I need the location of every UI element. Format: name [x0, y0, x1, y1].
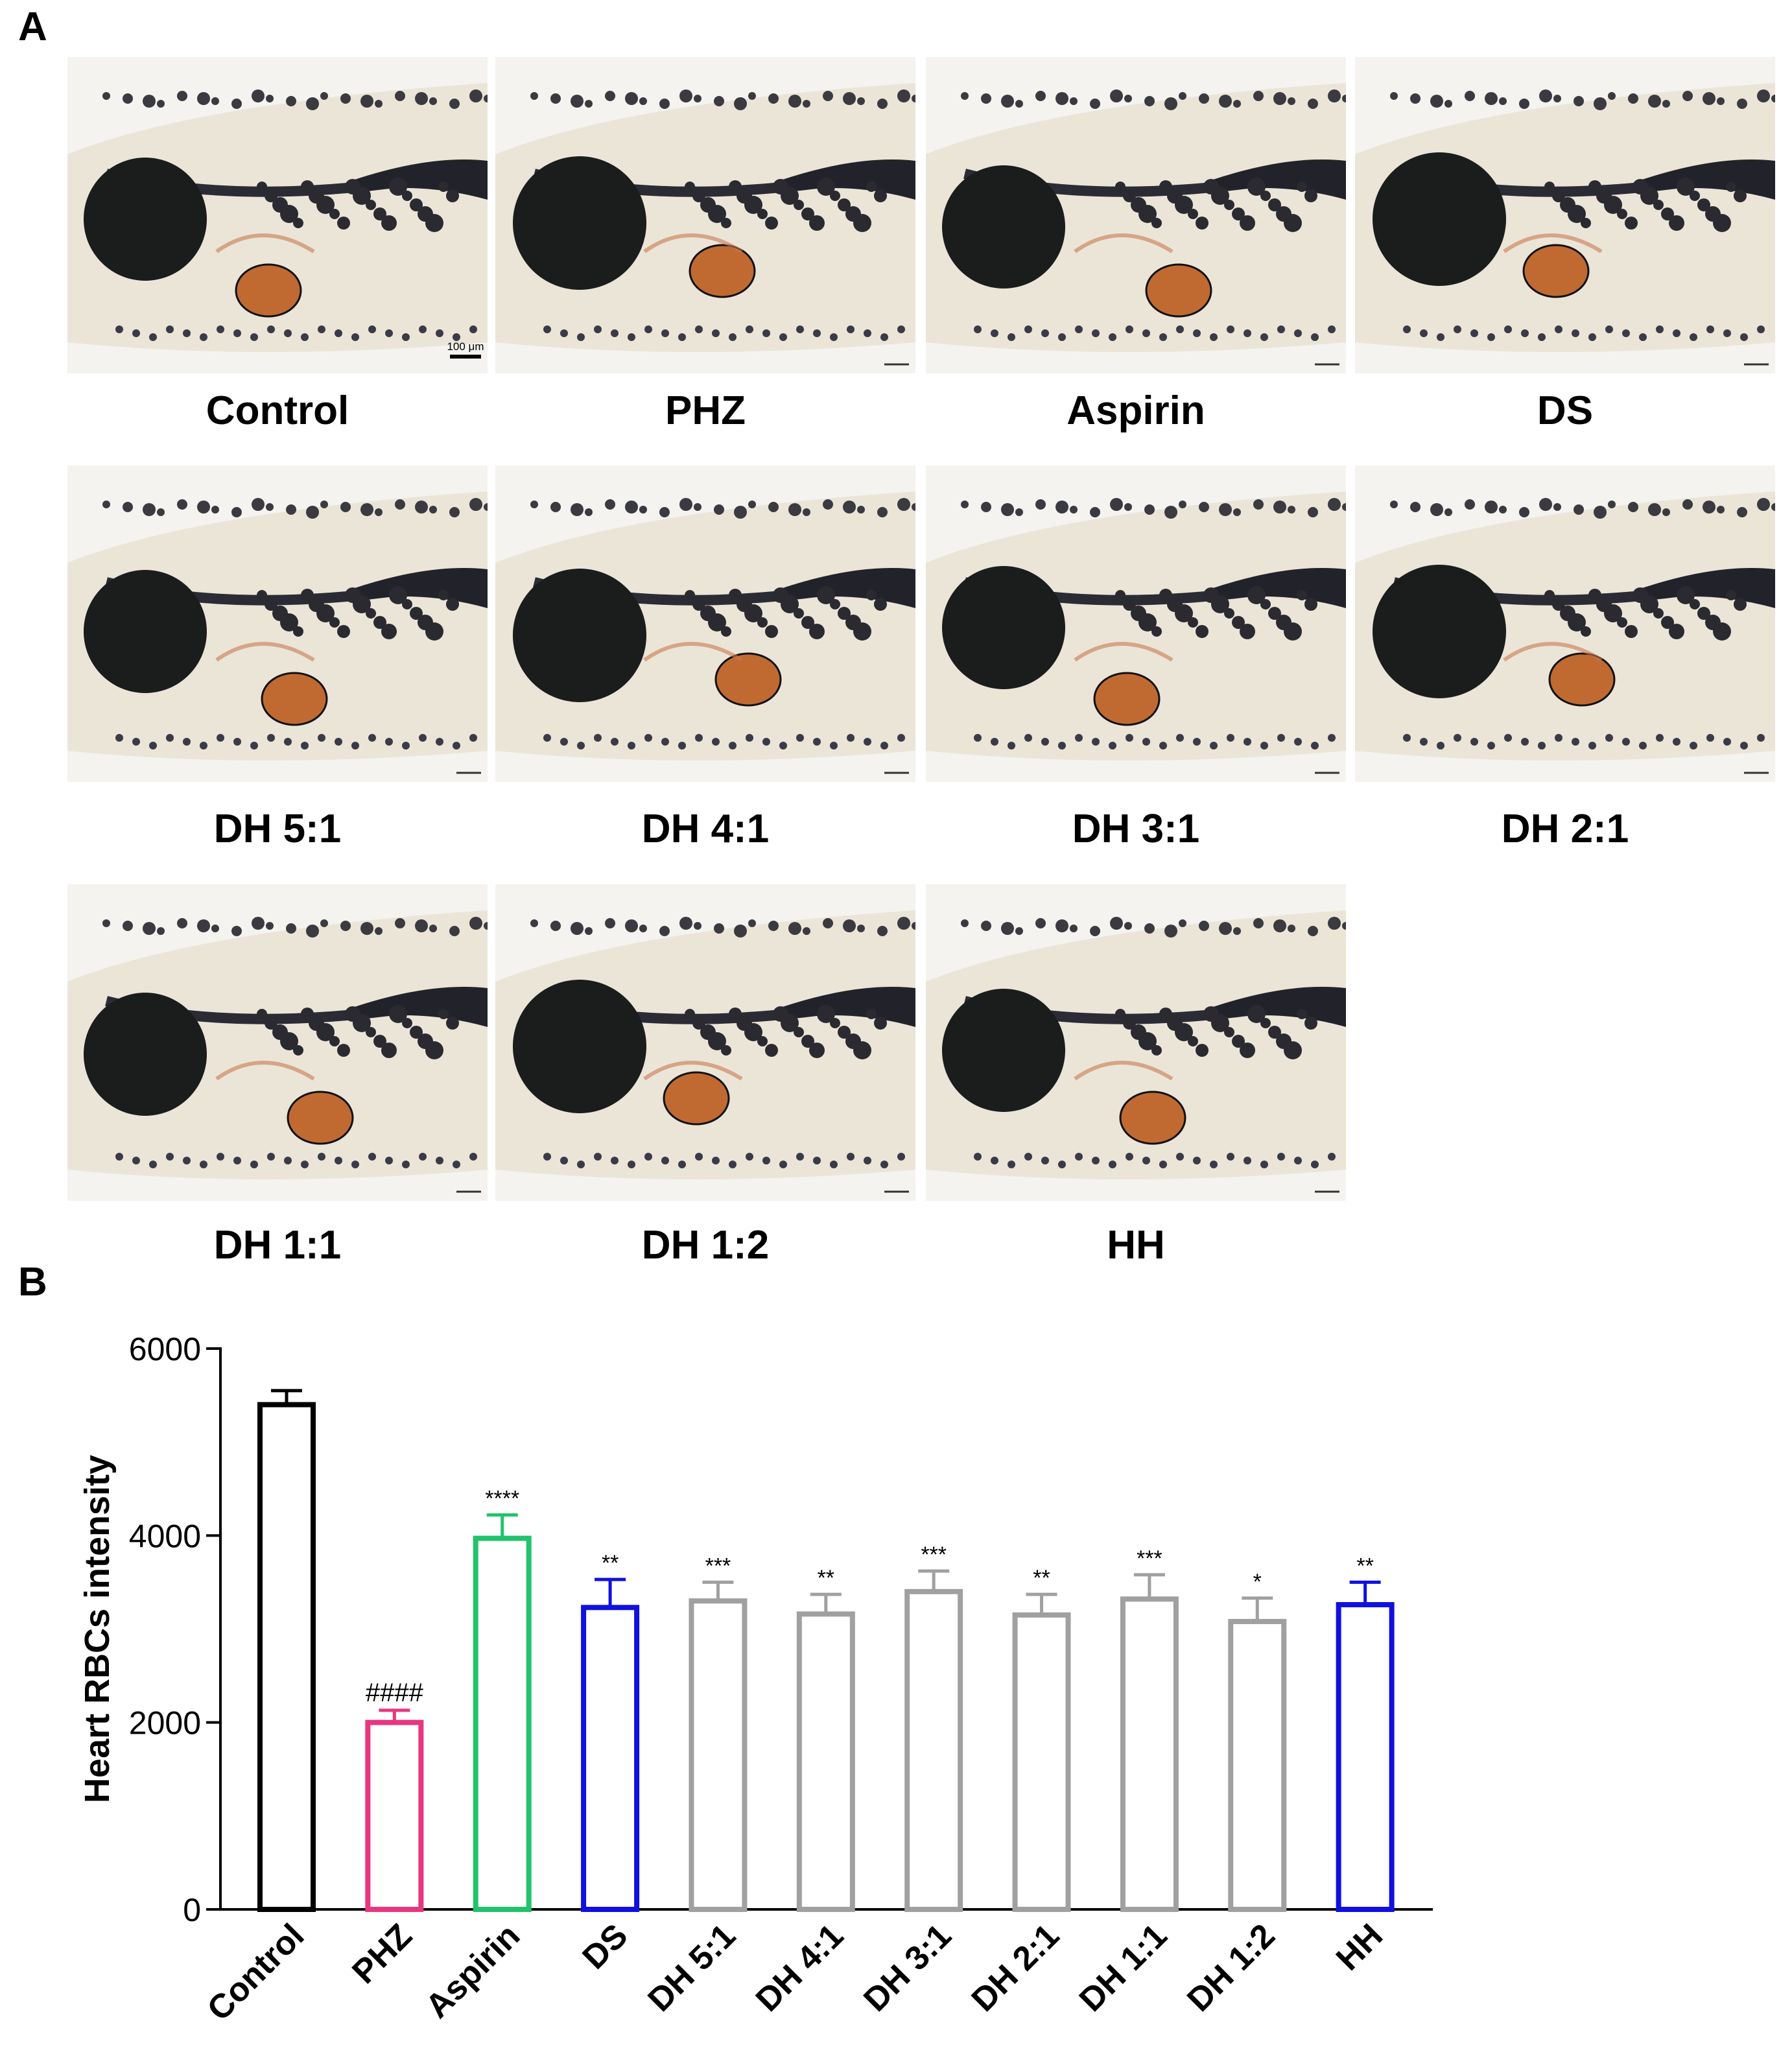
x-tick-label-1: Control — [200, 1917, 312, 2028]
significance-label-2: #### — [366, 1679, 424, 1707]
caption-4: DS — [1537, 388, 1594, 433]
y-tick-label: 4000 — [129, 1518, 201, 1554]
significance-label-4: ** — [602, 1551, 619, 1575]
significance-label-5: *** — [705, 1553, 731, 1578]
bar-5 — [689, 1598, 748, 1912]
caption-5: DH 5:1 — [213, 807, 342, 851]
zebrafish-image-4 — [1355, 57, 1775, 373]
caption-6: DH 4:1 — [641, 807, 770, 851]
bar-6 — [796, 1611, 855, 1912]
caption-7: DH 3:1 — [1072, 807, 1200, 851]
zebrafish-image-10 — [495, 884, 915, 1201]
bar-7 — [904, 1588, 963, 1912]
caption-2: PHZ — [665, 388, 746, 433]
significance-label-9: *** — [1137, 1546, 1162, 1571]
y-tick-label: 0 — [183, 1892, 201, 1928]
zebrafish-image-5 — [67, 466, 488, 782]
significance-label-6: ** — [818, 1566, 834, 1590]
zebrafish-image-2 — [495, 57, 915, 373]
bar-chart: 0 2000 4000 6000 Heart RBCs intensity Control… — [78, 1331, 1433, 2028]
significance-label-10: * — [1253, 1570, 1262, 1594]
bar-1 — [257, 1402, 316, 1912]
zebrafish-image-3 — [926, 57, 1346, 373]
panel-a-label: A — [18, 5, 47, 49]
bar-2 — [365, 1719, 424, 1913]
x-tick-label-4: DS — [575, 1917, 635, 1976]
x-tick-label-2: PHZ — [345, 1917, 419, 1991]
bar-9 — [1120, 1596, 1179, 1912]
x-tick-label-5: DH 5:1 — [641, 1917, 742, 2018]
y-tick-label: 6000 — [129, 1331, 201, 1367]
zebrafish-image-9 — [67, 884, 488, 1201]
panel-b-label: B — [18, 1260, 47, 1304]
significance-label-8: ** — [1033, 1566, 1050, 1590]
zebrafish-image-11 — [926, 884, 1346, 1201]
x-tick-label-7: DH 3:1 — [856, 1917, 958, 2018]
bar-3 — [473, 1535, 532, 1912]
bar-10 — [1228, 1618, 1287, 1912]
x-tick-label-10: DH 1:2 — [1180, 1917, 1282, 2018]
zebrafish-image-8 — [1355, 466, 1775, 782]
caption-3: Aspirin — [1067, 388, 1205, 433]
significance-label-11: ** — [1356, 1553, 1373, 1578]
x-tick-label-8: DH 2:1 — [965, 1917, 1067, 2018]
zebrafish-image-1: 100 μm — [67, 57, 488, 373]
y-axis-label: Heart RBCs intensity — [78, 1455, 117, 1803]
caption-10: DH 1:2 — [641, 1223, 770, 1268]
significance-label-3: **** — [485, 1487, 519, 1511]
caption-8: DH 2:1 — [1501, 807, 1629, 851]
y-tick-label: 2000 — [129, 1705, 201, 1741]
x-tick-label-9: DH 1:1 — [1072, 1917, 1174, 2018]
bar-11 — [1336, 1602, 1395, 1912]
x-tick-label-3: Aspirin — [419, 1917, 528, 2025]
svg-text:100 μm: 100 μm — [447, 340, 484, 353]
significance-label-7: *** — [921, 1542, 947, 1567]
x-tick-label-11: HH — [1329, 1917, 1390, 1977]
bar-8 — [1012, 1612, 1071, 1912]
bar-4 — [581, 1605, 640, 1912]
caption-1: Control — [206, 388, 349, 433]
zebrafish-image-7 — [926, 466, 1346, 782]
caption-11: HH — [1107, 1223, 1165, 1268]
caption-9: DH 1:1 — [213, 1223, 342, 1268]
zebrafish-image-6 — [495, 466, 915, 782]
x-tick-label-6: DH 4:1 — [749, 1917, 851, 2018]
